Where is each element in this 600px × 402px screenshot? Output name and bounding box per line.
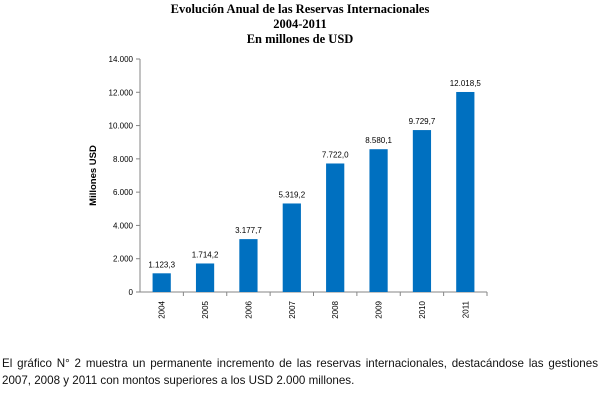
y-tick-label: 6.000 <box>113 188 134 197</box>
data-label-2004: 1.123,3 <box>148 260 175 269</box>
x-tick-label-2006: 2006 <box>244 300 253 318</box>
data-label-2011: 12.018,5 <box>450 79 482 88</box>
chart-title-line-1: Evolución Anual de las Reservas Internac… <box>170 2 430 16</box>
y-tick-label: 0 <box>129 288 134 297</box>
chart-caption: El gráfico N° 2 muestra un permanente in… <box>2 357 598 387</box>
chart-title-line-2: 2004-2011 <box>273 17 327 31</box>
data-label-2006: 3.177,7 <box>235 226 262 235</box>
bar-2008 <box>326 163 345 292</box>
y-tick-label: 10.000 <box>109 122 134 131</box>
chart-title: Evolución Anual de las Reservas Internac… <box>0 2 600 47</box>
bar-2006 <box>239 239 258 292</box>
x-tick-label-2009: 2009 <box>375 300 384 318</box>
x-tick-label-2011: 2011 <box>461 300 470 318</box>
x-tick-label-2004: 2004 <box>158 300 167 318</box>
y-tick-label: 12.000 <box>109 88 134 97</box>
x-tick-label-2010: 2010 <box>418 300 427 318</box>
bar-2011 <box>456 91 475 293</box>
data-label-2005: 1.714,2 <box>192 250 219 259</box>
y-tick-label: 4.000 <box>113 221 134 230</box>
bar-2004 <box>152 273 171 292</box>
x-tick-label-2005: 2005 <box>201 300 210 318</box>
data-label-2009: 8.580,1 <box>365 136 392 145</box>
x-tick-label-2008: 2008 <box>331 300 340 318</box>
bar-chart: 0 2.000 4.000 6.000 8.000 10.000 12.000 14.000 M… <box>88 55 488 319</box>
data-label-2008: 7.722,0 <box>322 150 349 159</box>
data-label-2010: 9.729,7 <box>409 117 436 126</box>
data-label-2007: 5.319,2 <box>278 190 305 199</box>
y-axis-label: Millones USD <box>88 145 99 206</box>
bar-2007 <box>282 203 301 292</box>
y-tick-label: 14.000 <box>109 55 134 64</box>
bar-2005 <box>195 263 215 292</box>
x-tick-label-2007: 2007 <box>288 300 297 318</box>
y-tick-label: 2.000 <box>113 255 134 264</box>
y-tick-label: 8.000 <box>113 155 134 164</box>
chart-title-line-3: En millones de USD <box>246 32 354 46</box>
bar-2010 <box>412 130 432 292</box>
bar-2009 <box>369 149 388 292</box>
